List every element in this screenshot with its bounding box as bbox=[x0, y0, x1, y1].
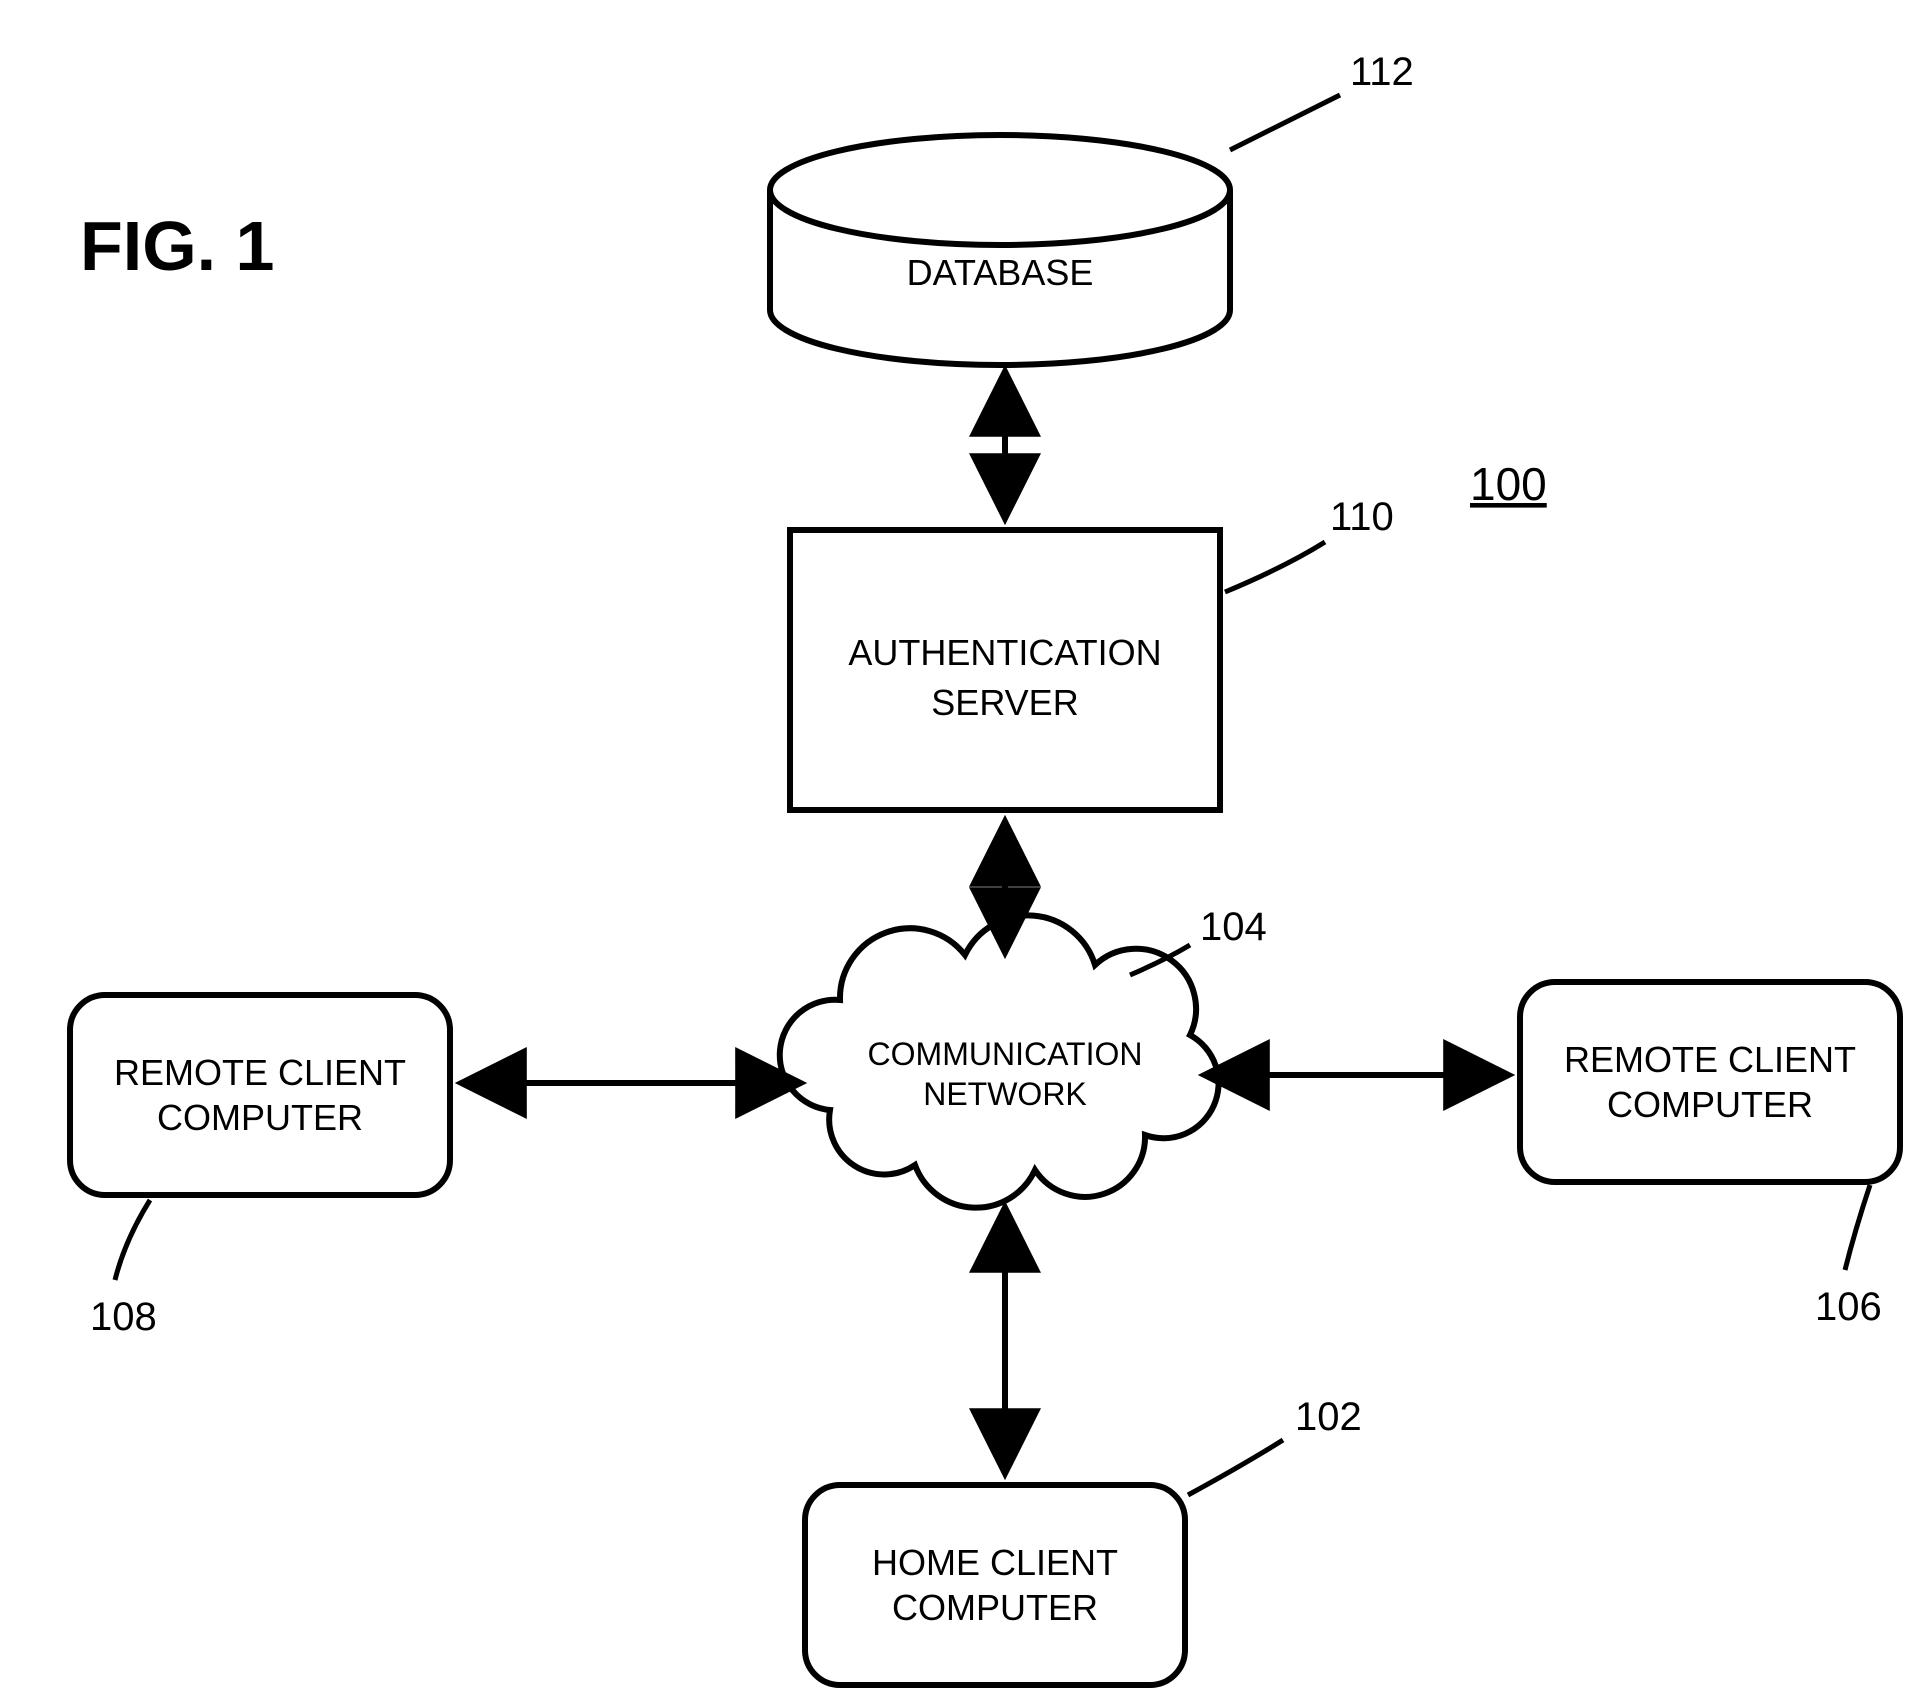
network-label-1: COMMUNICATION bbox=[868, 1036, 1143, 1072]
auth-server-node: AUTHENTICATION SERVER bbox=[790, 530, 1220, 810]
network-label-2: NETWORK bbox=[923, 1076, 1087, 1112]
network-ref: 104 bbox=[1200, 905, 1267, 949]
remote-right-ref: 106 bbox=[1815, 1285, 1882, 1329]
home-client-node: HOME CLIENT COMPUTER bbox=[805, 1485, 1185, 1685]
figure-canvas: FIG. 1 100 DATABASE 112 AUTHENTICATION S… bbox=[0, 0, 1932, 1704]
remote-right-label-2: COMPUTER bbox=[1607, 1084, 1813, 1125]
home-client-ref-leader bbox=[1188, 1440, 1283, 1495]
remote-right-ref-leader bbox=[1845, 1185, 1870, 1270]
remote-client-right-node: REMOTE CLIENT COMPUTER bbox=[1520, 982, 1900, 1182]
auth-server-label-1: AUTHENTICATION bbox=[848, 632, 1161, 673]
remote-left-ref-leader bbox=[115, 1200, 150, 1280]
home-client-label-2: COMPUTER bbox=[892, 1587, 1098, 1628]
home-client-ref: 102 bbox=[1295, 1395, 1362, 1439]
database-label: DATABASE bbox=[907, 252, 1094, 293]
database-ref-leader bbox=[1230, 95, 1340, 150]
database-ref: 112 bbox=[1350, 50, 1414, 94]
remote-right-label-1: REMOTE CLIENT bbox=[1564, 1039, 1856, 1080]
auth-server-ref-leader bbox=[1225, 542, 1325, 592]
auth-server-label-2: SERVER bbox=[931, 682, 1078, 723]
figure-ref-number: 100 bbox=[1470, 458, 1547, 510]
remote-left-label-1: REMOTE CLIENT bbox=[114, 1052, 406, 1093]
remote-left-label-2: COMPUTER bbox=[157, 1097, 363, 1138]
remote-left-ref: 108 bbox=[90, 1295, 157, 1339]
network-node: COMMUNICATION NETWORK bbox=[780, 915, 1219, 1207]
figure-title: FIG. 1 bbox=[80, 207, 274, 285]
auth-server-ref: 110 bbox=[1330, 495, 1394, 539]
database-node: DATABASE bbox=[770, 135, 1230, 365]
home-client-label-1: HOME CLIENT bbox=[872, 1542, 1118, 1583]
remote-client-left-node: REMOTE CLIENT COMPUTER bbox=[70, 995, 450, 1195]
